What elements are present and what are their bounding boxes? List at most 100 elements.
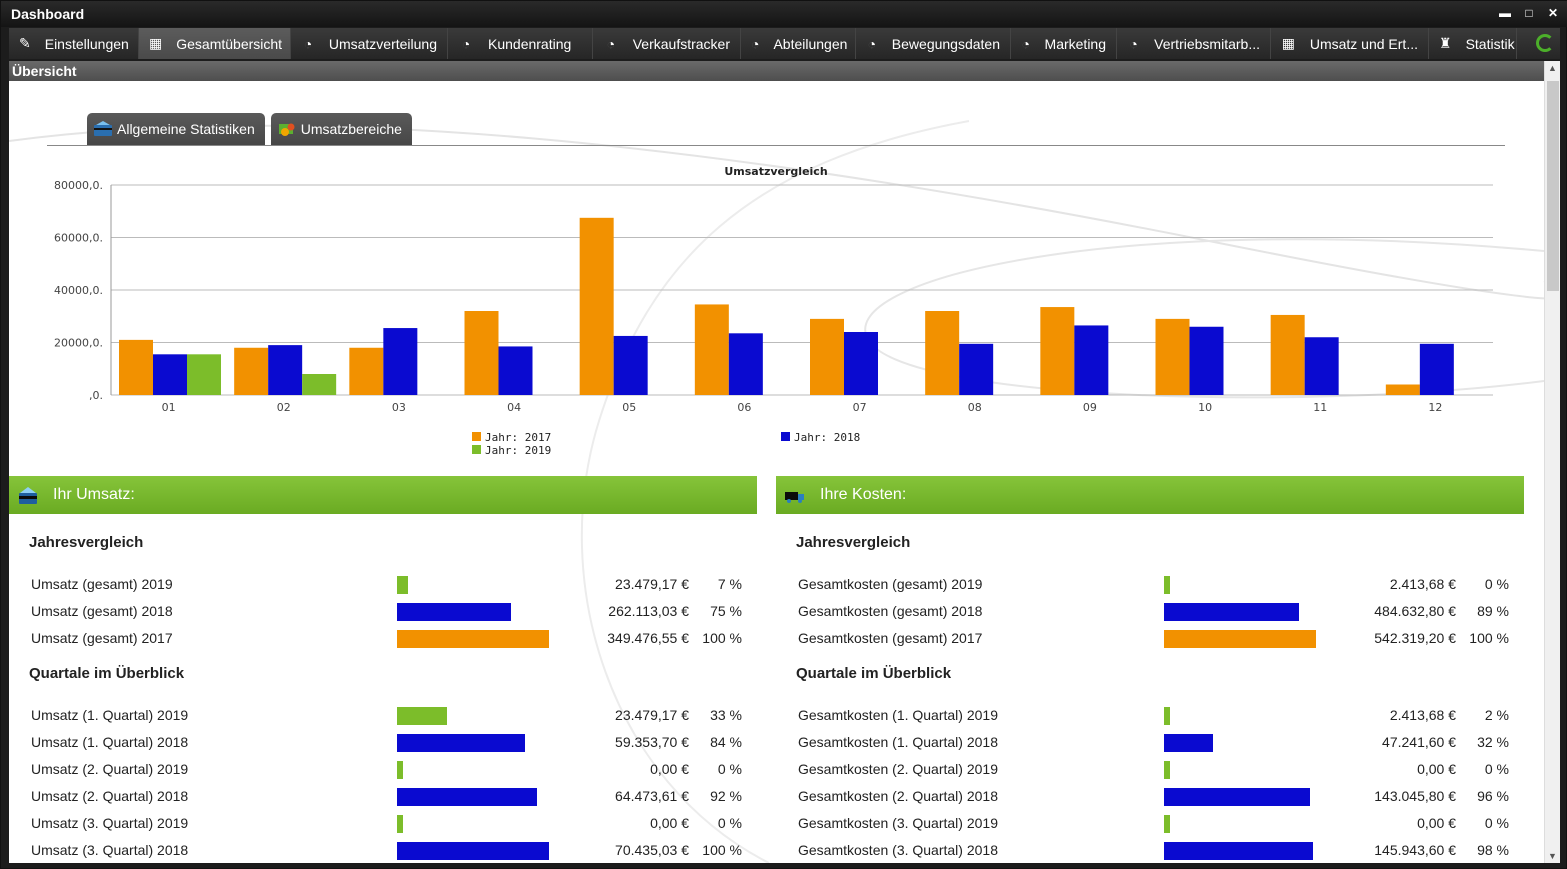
stat-row: Umsatz (3. Quartal) 2018 70.435,03 € 100 % [9,838,757,863]
tab-einstellungen[interactable]: ✎ Einstellungen [9,28,139,59]
stat-label: Umsatz (gesamt) 2019 [31,576,173,592]
tab-label: Kundenrating [488,35,572,52]
stat-percent: 0 % [717,815,742,831]
stat-label: Umsatz (1. Quartal) 2019 [31,707,189,723]
stat-label: Gesamtkosten (gesamt) 2019 [798,576,983,592]
tab-marketing[interactable]: ◔ Marketing [1011,28,1117,59]
bar-jahr-2018-08 [959,343,994,395]
umsatzvergleich-chart: Umsatzvergleich ,0. 20000,0. 40000,0. 60000,… [54,165,1493,457]
title-bar[interactable]: Dashboard ▬ □ ✕ [1,1,1567,27]
umsatz-jahresvergleich-title: Jahresvergleich [29,534,144,551]
stat-amount: 0,00 € [650,815,689,831]
stat-bar [1164,576,1170,594]
chart-title: Umsatzvergleich [724,165,827,178]
tab-label: Abteilungen [773,35,848,52]
bar-jahr-2018-10 [1189,326,1224,395]
card-icon [19,487,37,504]
tab-umsatzverteilung[interactable]: ◔ Umsatzverteilung [291,28,448,59]
scroll-up-icon[interactable]: ▲ [1548,63,1557,73]
tab-label: Vertriebsmitarb... [1154,35,1260,52]
stat-row: Gesamtkosten (gesamt) 2018 484.632,80 € 89… [776,599,1524,626]
legend-swatch [781,432,790,441]
y-tick-label: 80000,0. [54,179,103,192]
window-title: Dashboard [11,6,85,22]
minimize-button[interactable]: ▬ [1499,6,1511,20]
stat-amount: 143.045,80 € [1374,788,1456,804]
scroll-down-icon[interactable]: ▼ [1548,851,1557,861]
stat-percent: 0 % [1484,815,1509,831]
stat-amount: 2.413,68 € [1389,576,1456,592]
bar-jahr-2018-02 [268,345,303,395]
legend-label: Jahr: 2017 [485,431,551,444]
scrollbar-thumb[interactable] [1547,81,1559,291]
grid-icon: ▦ [1281,35,1296,51]
stat-bar [397,761,403,779]
bar-jahr-2019-01 [187,354,221,395]
card-icon [94,121,112,136]
legend-label: Jahr: 2018 [794,431,860,444]
stat-label: Umsatz (3. Quartal) 2019 [31,815,189,831]
x-tick-label: 10 [1198,401,1212,414]
stat-bar [397,815,403,833]
bar-jahr-2017-09 [1040,307,1075,395]
stat-bar [397,630,549,648]
stat-percent: 100 % [1469,630,1509,646]
tab-kundenrating[interactable]: ◔ Kundenrating [448,28,593,59]
tab-gesamtübersicht[interactable]: ▦ Gesamtübersicht [139,28,291,59]
bar-jahr-2018-04 [498,346,533,395]
x-tick-label: 06 [737,401,751,414]
pie-icon: ◔ [867,35,877,52]
stat-percent: 32 % [1477,734,1509,750]
stat-label: Umsatz (2. Quartal) 2019 [31,761,189,777]
subtab-label: Allgemeine Statistiken [117,121,255,137]
tab-abteilungen[interactable]: ◔ Abteilungen [741,28,856,59]
grid-icon: ▦ [149,35,163,51]
stat-row: Gesamtkosten (3. Quartal) 2018 145.943,60… [776,838,1524,863]
umsatz-panel: Ihr Umsatz: Jahresvergleich Umsatz (gesa… [9,476,757,863]
x-tick-label: 02 [277,401,291,414]
stat-label: Umsatz (gesamt) 2017 [31,630,173,646]
tab-bewegungsdaten[interactable]: ◔ Bewegungsdaten [856,28,1011,59]
bar-jahr-2017-06 [694,304,729,395]
maximize-button[interactable]: □ [1525,6,1533,20]
kosten-header-label: Ihre Kosten: [820,486,907,503]
stat-amount: 23.479,17 € [615,576,689,592]
section-header: Übersicht [9,61,1560,81]
pie-icon: ◔ [606,35,616,52]
kosten-jahresvergleich-title: Jahresvergleich [796,534,911,551]
tab-verkaufstracker[interactable]: ◔ Verkaufstracker [593,28,741,59]
stat-row: Umsatz (gesamt) 2018 262.113,03 € 75 % [9,599,757,626]
y-tick-label: 60000,0. [54,232,103,245]
stat-amount: 542.319,20 € [1374,630,1456,646]
x-tick-label: 07 [853,401,867,414]
subtab-umsatzbereiche[interactable]: Umsatzbereiche [270,113,412,145]
pie-icon: ◔ [303,35,313,52]
stat-row: Gesamtkosten (2. Quartal) 2019 0,00 € 0 % [776,757,1524,784]
bar-jahr-2017-07 [810,318,844,395]
stat-bar [397,603,511,621]
stat-row: Umsatz (2. Quartal) 2018 64.473,61 € 92 % [9,784,757,811]
stat-percent: 2 % [1484,707,1509,723]
subtab-allgemeine-statistiken[interactable]: Allgemeine Statistiken [87,113,265,145]
stat-amount: 0,00 € [1417,815,1456,831]
tab-label: Gesamtübersicht [176,35,283,52]
bar-jahr-2017-05 [579,217,614,395]
x-tick-label: 12 [1428,401,1442,414]
tab-label: Umsatz und Ert... [1309,35,1418,52]
stat-bar [397,707,447,725]
tab-vertriebsmitarb[interactable]: ◔ Vertriebsmitarb... [1117,28,1271,59]
tab-label: Marketing [1044,35,1106,52]
stat-row: Gesamtkosten (1. Quartal) 2019 2.413,68 €… [776,703,1524,730]
close-button[interactable]: ✕ [1547,6,1559,20]
tab-statistik[interactable]: ♜ Statistik [1429,28,1517,59]
stat-bar [1164,734,1213,752]
stat-amount: 23.479,17 € [615,707,689,723]
stat-label: Gesamtkosten (3. Quartal) 2019 [798,815,998,831]
umsatz-quartal-list: Umsatz (1. Quartal) 2019 23.479,17 €33 % U… [9,703,757,863]
tab-umsatz-und-ert[interactable]: ▦ Umsatz und Ert... [1271,28,1429,59]
bar-jahr-2019-02 [302,374,337,395]
kosten-jahres-list: Gesamtkosten (gesamt) 2019 2.413,68 €0 % G… [776,572,1524,653]
refresh-icon[interactable] [1536,34,1554,52]
vertical-scrollbar[interactable]: ▲ ▼ [1544,61,1560,863]
